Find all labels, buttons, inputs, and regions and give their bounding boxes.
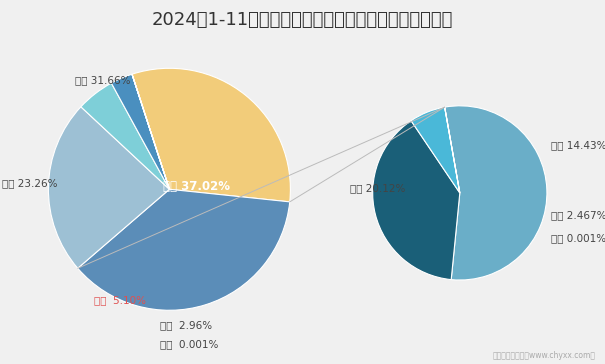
Text: 东北  0.0001%: 东北 0.0001%: [196, 363, 261, 364]
Wedge shape: [81, 83, 169, 189]
Text: 西北  0.001%: 西北 0.001%: [160, 339, 218, 349]
Text: 四川 14.43%: 四川 14.43%: [551, 140, 605, 150]
Text: 华南 23.26%: 华南 23.26%: [2, 178, 58, 188]
Text: 华北  2.96%: 华北 2.96%: [160, 320, 212, 330]
Wedge shape: [445, 106, 547, 280]
Text: 重庆 20.12%: 重庆 20.12%: [350, 183, 406, 194]
Wedge shape: [132, 68, 290, 202]
Wedge shape: [111, 74, 169, 189]
Text: 2024年1-11月中国微型计算机设备产量大区占比统计图: 2024年1-11月中国微型计算机设备产量大区占比统计图: [152, 11, 453, 29]
Text: 制图：智研咨询（www.chyxx.com）: 制图：智研咨询（www.chyxx.com）: [493, 351, 596, 360]
Wedge shape: [373, 121, 460, 280]
Text: 云南 2.467%: 云南 2.467%: [551, 210, 605, 220]
Wedge shape: [132, 74, 169, 189]
Text: 西南 37.02%: 西南 37.02%: [163, 180, 229, 193]
Wedge shape: [445, 107, 460, 193]
Wedge shape: [77, 189, 290, 310]
Text: 华东 31.66%: 华东 31.66%: [75, 75, 131, 86]
Wedge shape: [411, 107, 460, 193]
Wedge shape: [132, 74, 169, 189]
Text: 华中  5.10%: 华中 5.10%: [94, 296, 146, 306]
Text: 贵州 0.001%: 贵州 0.001%: [551, 233, 605, 243]
Wedge shape: [48, 107, 169, 268]
